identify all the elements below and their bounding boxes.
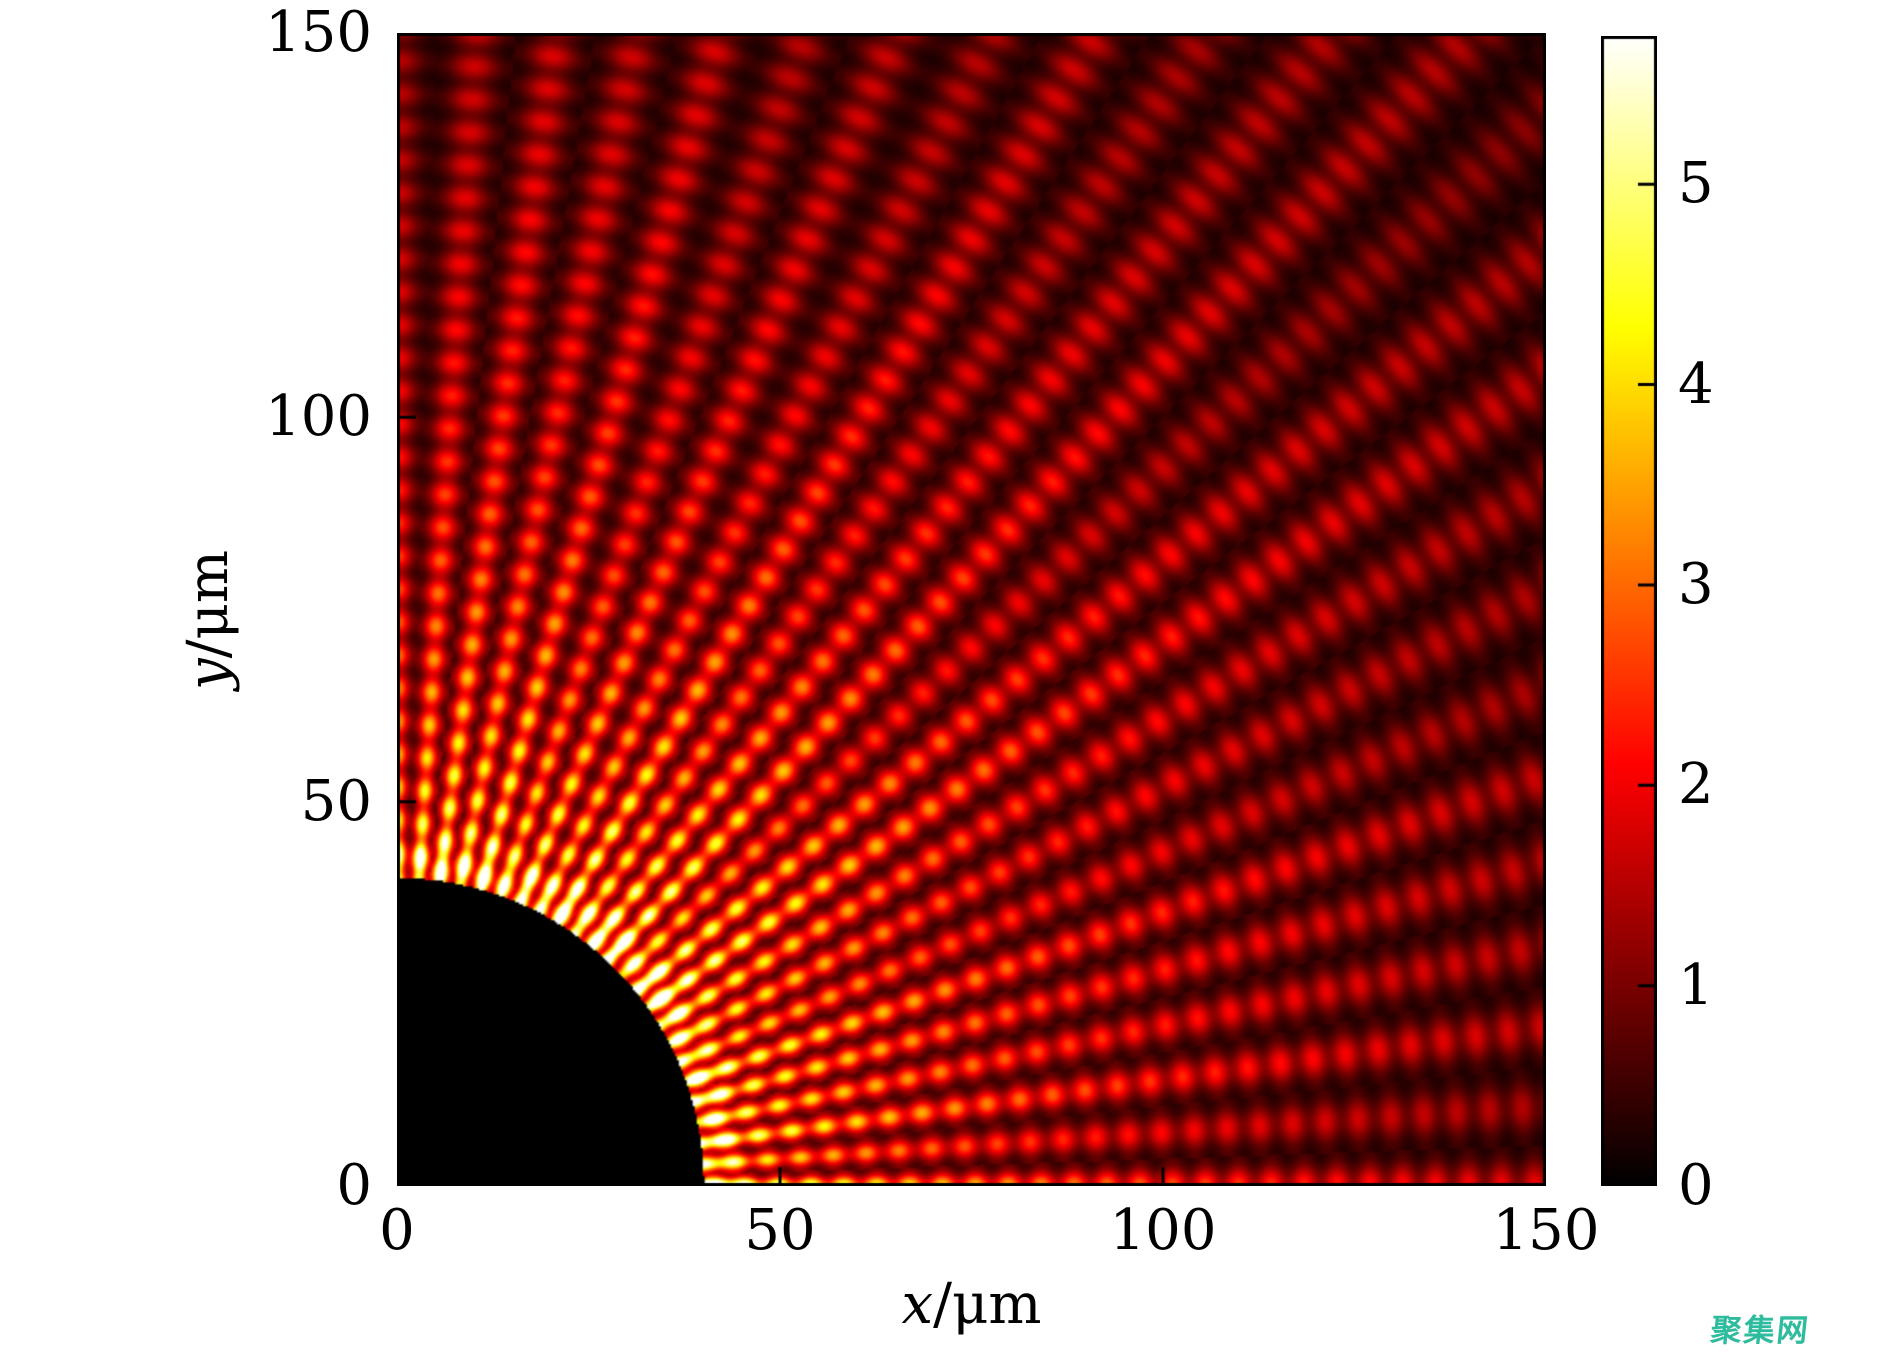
y-axis-variable: y xyxy=(175,658,241,691)
colorbar-tick-label: 4 xyxy=(1678,351,1714,417)
y-tick-label: 150 xyxy=(265,0,372,65)
y-tick-label: 0 xyxy=(336,1153,372,1218)
colorbar-tick-label: 1 xyxy=(1678,952,1714,1018)
x-tick-label: 150 xyxy=(1492,1198,1600,1263)
x-tick-label: 50 xyxy=(744,1198,816,1263)
x-tick-label: 0 xyxy=(379,1198,415,1263)
colorbar-canvas xyxy=(1601,36,1657,1186)
x-axis-variable: x xyxy=(901,1272,934,1337)
x-axis-label: x/μm xyxy=(397,1272,1546,1337)
colorbar-tick-label: 3 xyxy=(1678,551,1714,617)
watermark: 聚集网 xyxy=(1708,1313,1812,1349)
y-tick-label: 50 xyxy=(300,768,372,834)
colorbar-tick-label: 2 xyxy=(1678,752,1714,818)
y-axis-label: y/μm xyxy=(166,470,250,770)
y-tick-label: 100 xyxy=(265,384,372,450)
y-axis-unit: /μm xyxy=(175,550,241,659)
x-axis-unit: /μm xyxy=(933,1272,1042,1337)
colorbar-tick-label: 0 xyxy=(1678,1153,1714,1218)
colorbar-tick-label: 5 xyxy=(1678,151,1714,217)
x-tick-label: 100 xyxy=(1109,1198,1217,1263)
heatmap-plot-canvas xyxy=(397,33,1546,1186)
